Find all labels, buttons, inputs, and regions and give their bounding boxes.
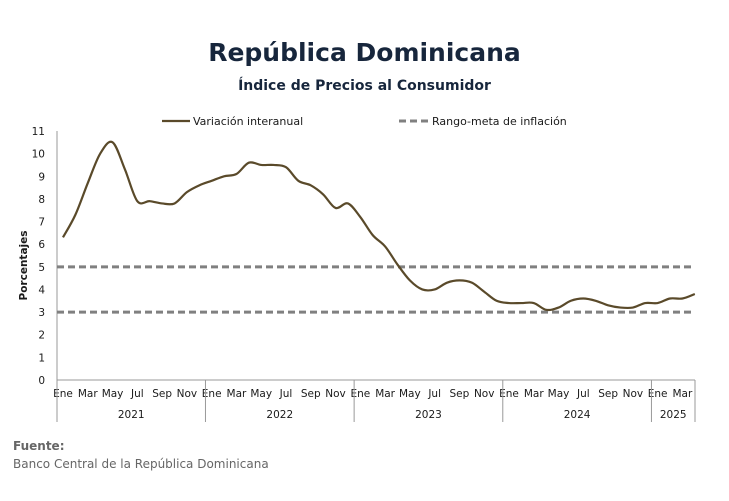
series-line-variacion-interanual [62, 140, 696, 312]
y-axis-label: Porcentajes [18, 231, 30, 301]
x-tick-label: Mar [78, 388, 98, 400]
x-tick-label: May [250, 388, 272, 400]
x-tick-label: Jul [576, 388, 590, 400]
x-tick-label: Sep [301, 388, 321, 400]
y-tick-label: 3 [38, 307, 45, 319]
y-tick-label: 2 [38, 330, 45, 342]
x-tick-label: Nov [177, 388, 198, 400]
x-tick-label: Nov [474, 388, 495, 400]
x-tick-label: May [399, 388, 421, 400]
x-tick-label: Mar [227, 388, 247, 400]
x-tick-label: May [548, 388, 570, 400]
chart-subtitle: Índice de Precios al Consumidor [238, 78, 491, 94]
legend: Variación interanual Rango-meta de inflac… [162, 115, 567, 128]
source-label: Fuente: [13, 439, 65, 453]
y-tick-label: 11 [32, 126, 45, 138]
y-tick-label: 6 [38, 239, 45, 251]
x-tick-label: Jul [427, 388, 441, 400]
x-year-label: 2023 [415, 409, 442, 421]
y-tick-label: 7 [38, 217, 45, 229]
x-tick-label: Ene [202, 388, 222, 400]
x-year-label: 2025 [660, 409, 687, 421]
y-tick-label: 5 [38, 262, 45, 274]
x-tick-label: Sep [152, 388, 172, 400]
x-tick-label: Ene [499, 388, 519, 400]
x-tick-label: Ene [53, 388, 73, 400]
y-tick-label: 9 [38, 171, 45, 183]
x-tick-label: Sep [598, 388, 618, 400]
x-tick-label: Mar [673, 388, 693, 400]
x-tick-label: Ene [350, 388, 370, 400]
x-tick-label: Ene [648, 388, 668, 400]
x-year-label: 2022 [266, 409, 293, 421]
x-tick-label: Sep [450, 388, 470, 400]
series-layer [62, 140, 696, 312]
x-tick-label: Jul [130, 388, 144, 400]
y-tick-label: 0 [38, 375, 45, 387]
legend-label-rango: Rango-meta de inflación [432, 115, 567, 128]
y-tick-label: 8 [38, 194, 45, 206]
chart-title: República Dominicana [208, 38, 521, 67]
x-tick-label: Nov [623, 388, 644, 400]
target-range [57, 265, 695, 314]
x-tick-label: Mar [524, 388, 544, 400]
x-year-label: 2021 [118, 409, 145, 421]
x-tick-label: May [102, 388, 124, 400]
x-tick-label: Mar [375, 388, 395, 400]
y-tick-label: 1 [38, 352, 45, 364]
source-text: Banco Central de la República Dominicana [13, 457, 269, 471]
y-tick-label: 4 [38, 284, 45, 296]
y-axis: 0 1 2 3 4 5 6 7 8 9 10 11 Porcentajes [18, 126, 58, 387]
legend-label-variacion: Variación interanual [193, 115, 303, 128]
y-tick-label: 10 [32, 149, 45, 161]
x-tick-label: Jul [279, 388, 293, 400]
x-year-label: 2024 [564, 409, 591, 421]
x-tick-label: Nov [325, 388, 346, 400]
